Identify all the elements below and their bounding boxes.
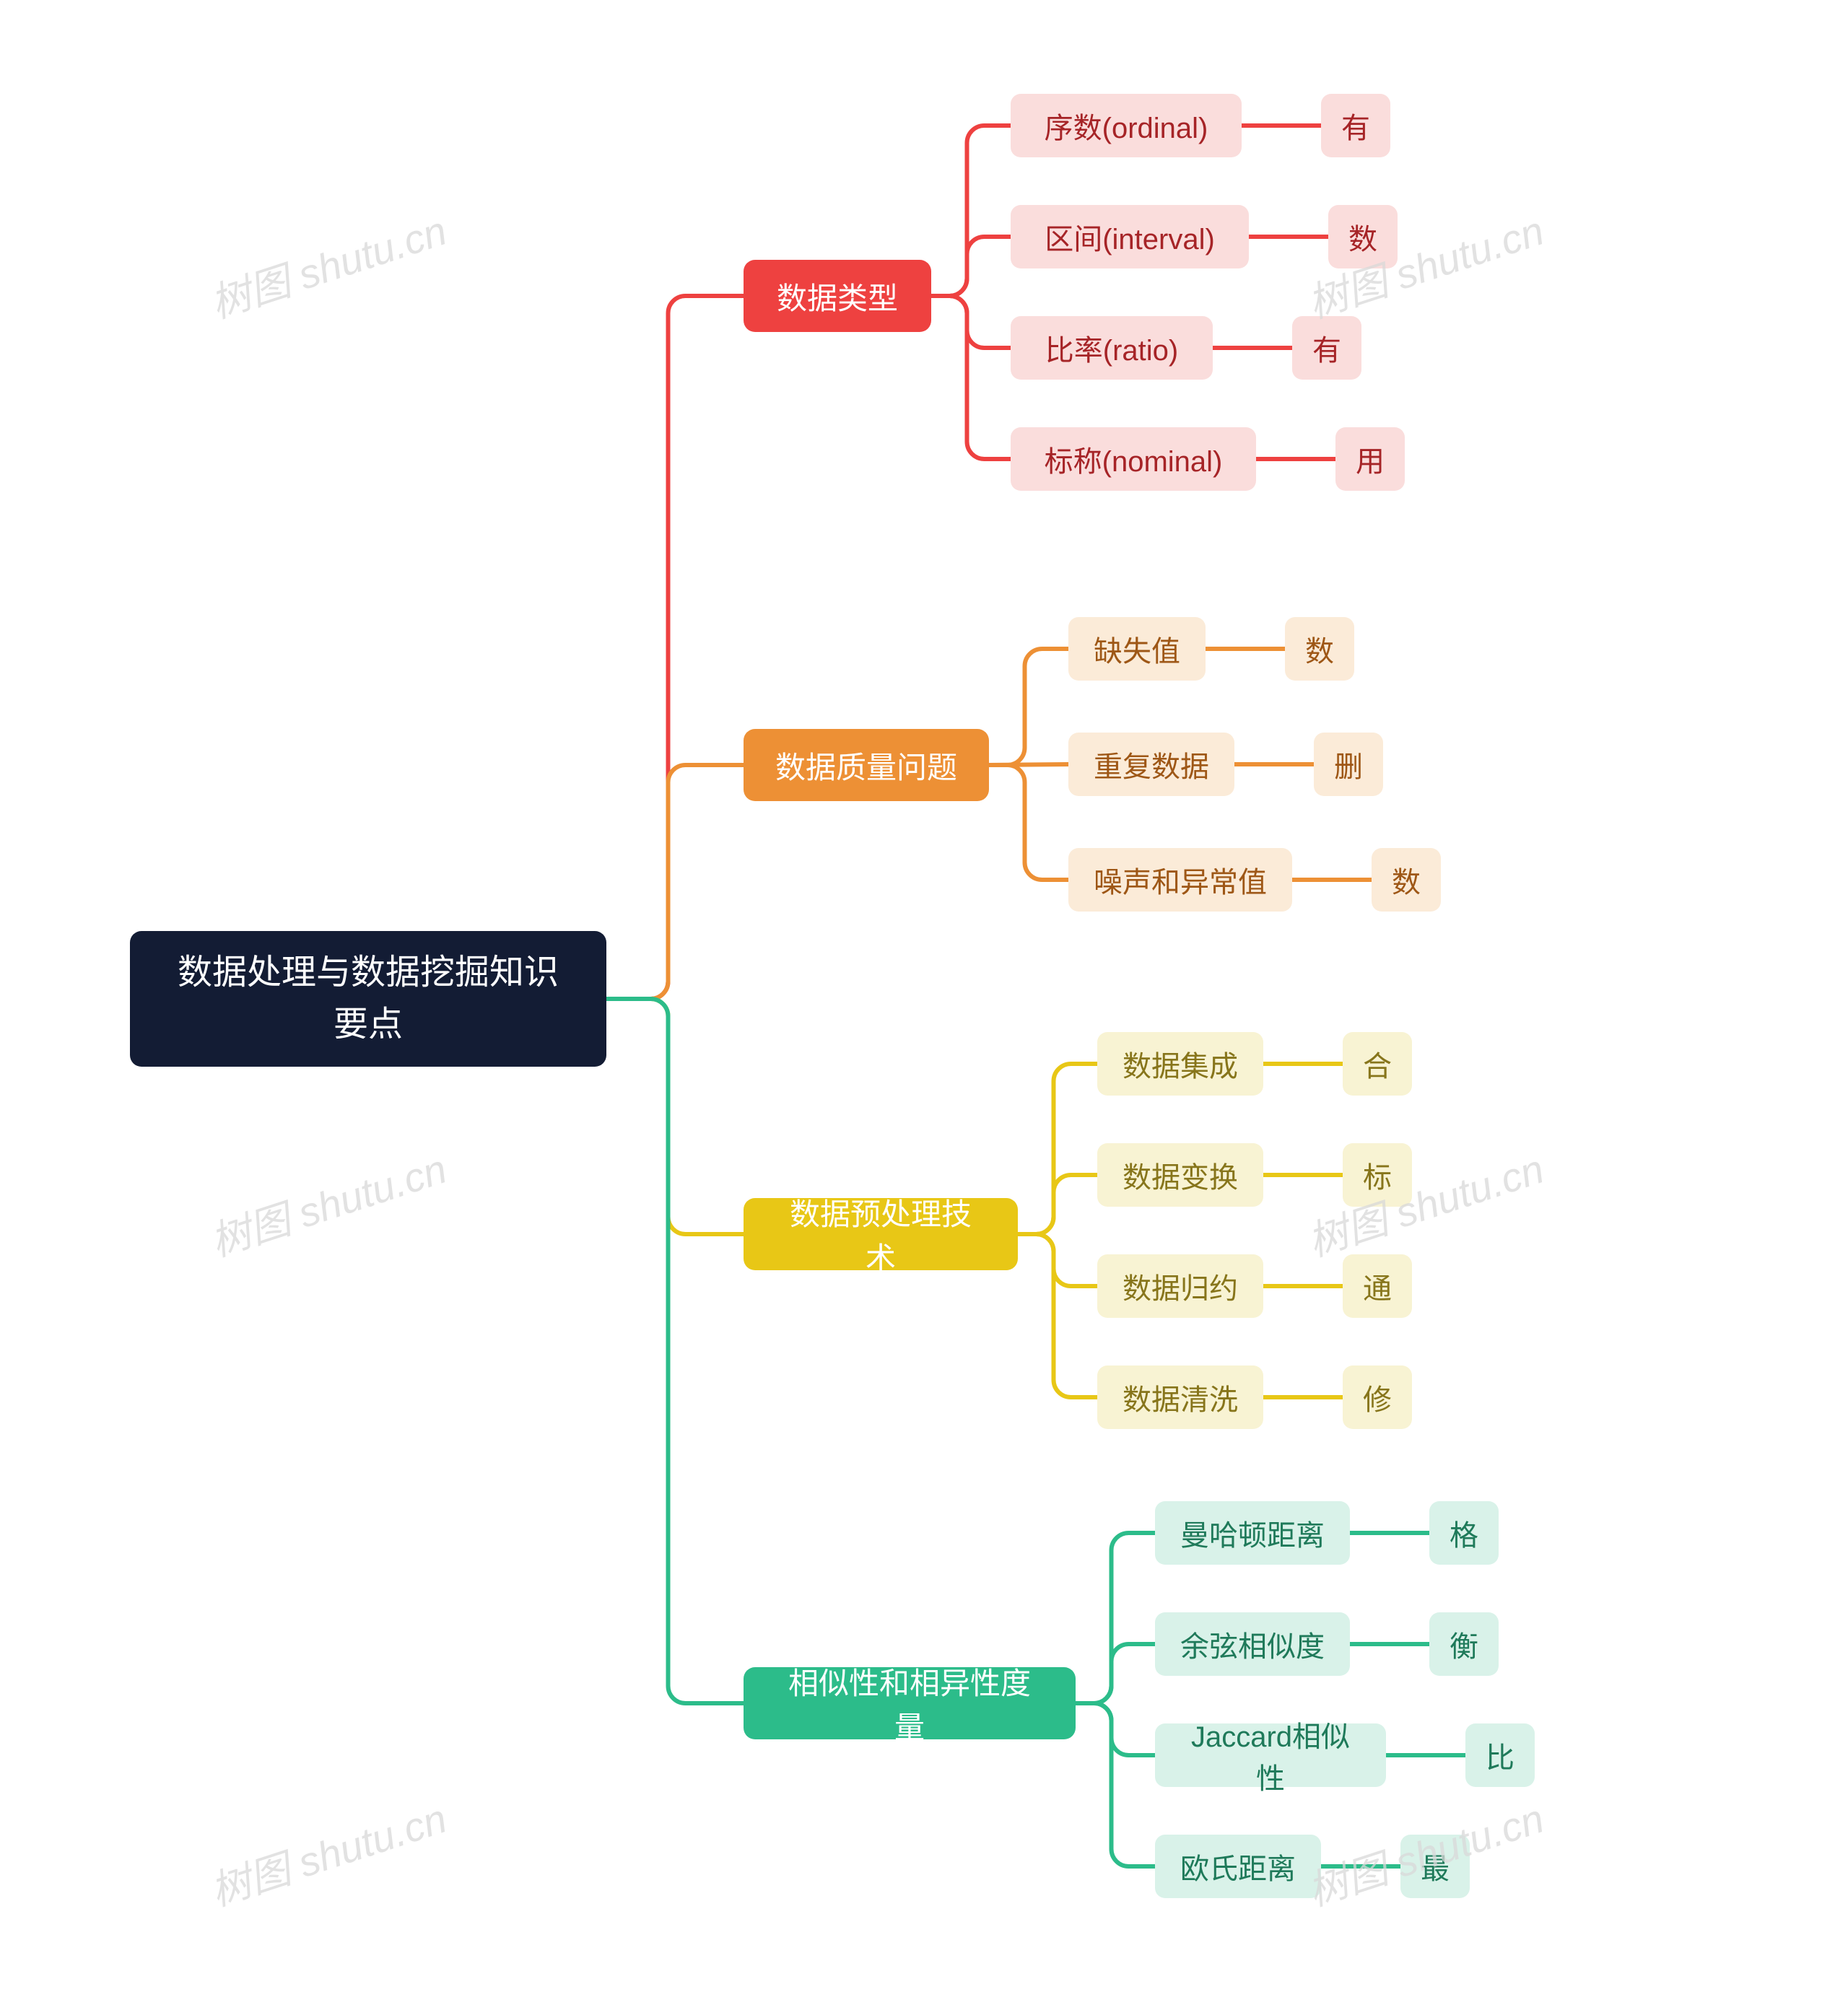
terminal-b2-2: 数 <box>1372 848 1441 912</box>
leaf-b2-2: 噪声和异常值 <box>1068 848 1292 912</box>
leaf-b3-3: 数据清洗 <box>1097 1365 1263 1429</box>
leaf-b2-1: 重复数据 <box>1068 733 1234 796</box>
watermark-2: 树图 shutu.cn <box>202 1137 453 1268</box>
leaf-b2-0: 缺失值 <box>1068 617 1206 681</box>
terminal-b4-0: 格 <box>1429 1501 1499 1565</box>
terminal-b3-3: 修 <box>1343 1365 1412 1429</box>
terminal-b4-3: 最 <box>1400 1835 1470 1898</box>
watermark-3: 树图 shutu.cn <box>1299 1137 1551 1268</box>
terminal-b1-3: 用 <box>1335 427 1405 491</box>
leaf-b1-0: 序数(ordinal) <box>1011 94 1242 157</box>
terminal-b3-1: 标 <box>1343 1143 1412 1207</box>
watermark-0: 树图 shutu.cn <box>202 198 453 330</box>
terminal-b4-1: 衡 <box>1429 1612 1499 1676</box>
watermark-4: 树图 shutu.cn <box>202 1786 453 1918</box>
branch-b2: 数据质量问题 <box>744 729 989 801</box>
terminal-b2-0: 数 <box>1285 617 1354 681</box>
leaf-b1-2: 比率(ratio) <box>1011 316 1213 380</box>
leaf-b4-2: Jaccard相似性 <box>1155 1723 1386 1787</box>
leaf-b1-3: 标称(nominal) <box>1011 427 1256 491</box>
leaf-b3-2: 数据归约 <box>1097 1254 1263 1318</box>
leaf-b4-0: 曼哈顿距离 <box>1155 1501 1350 1565</box>
branch-b4: 相似性和相异性度量 <box>744 1667 1076 1739</box>
leaf-b3-1: 数据变换 <box>1097 1143 1263 1207</box>
terminal-b1-2: 有 <box>1292 316 1361 380</box>
root-node: 数据处理与数据挖掘知识 要点 <box>130 931 606 1067</box>
terminal-b3-2: 通 <box>1343 1254 1412 1318</box>
branch-b3: 数据预处理技术 <box>744 1198 1018 1270</box>
leaf-b4-3: 欧氏距离 <box>1155 1835 1321 1898</box>
terminal-b1-0: 有 <box>1321 94 1390 157</box>
terminal-b1-1: 数 <box>1328 205 1398 268</box>
leaf-b1-1: 区间(interval) <box>1011 205 1249 268</box>
terminal-b4-2: 比 <box>1465 1723 1535 1787</box>
terminal-b3-0: 合 <box>1343 1032 1412 1096</box>
terminal-b2-1: 删 <box>1314 733 1383 796</box>
leaf-b3-0: 数据集成 <box>1097 1032 1263 1096</box>
leaf-b4-1: 余弦相似度 <box>1155 1612 1350 1676</box>
branch-b1: 数据类型 <box>744 260 931 332</box>
